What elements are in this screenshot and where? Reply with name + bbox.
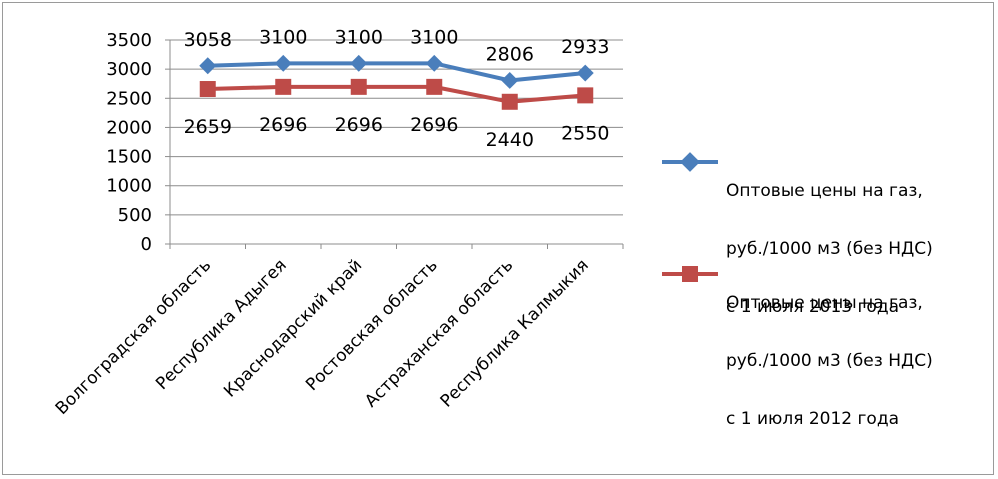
y-tick-label: 0 [141,234,152,255]
x-tick-label: Астраханская область [361,255,517,411]
data-label: 2659 [184,116,232,138]
legend-label-line3: с 1 июля 2012 года [726,409,899,429]
x-tick-label: Волгоградская область [52,255,216,419]
data-point-square [275,78,292,95]
y-tick-label: 500 [118,205,152,226]
data-point-diamond [576,64,594,82]
data-label: 3100 [335,26,383,48]
legend-swatch-2012 [662,266,718,282]
legend-label-line2: руб./1000 м3 (без НДС) [726,351,933,371]
data-label: 3100 [259,26,307,48]
data-label: 2696 [335,114,383,136]
y-tick-label: 3500 [106,30,152,51]
x-tick-label: Республика Калмыкия [437,255,593,411]
y-tick-label: 1000 [106,176,152,197]
y-tick-label: 2000 [106,117,152,138]
data-label: 2550 [561,122,609,144]
gridlines [170,39,623,216]
series-lines [199,54,594,110]
data-point-square [199,81,216,98]
data-point-diamond [199,57,217,75]
x-tick-label: Республика Адыгея [152,255,291,394]
data-point-diamond [501,71,519,89]
series-line [207,61,586,83]
x-tick-label: Ростовская область [302,255,442,395]
data-label: 2696 [410,114,458,136]
data-point-square [350,78,367,95]
data-label: 2696 [259,114,307,136]
data-label: 2933 [561,36,609,58]
legend-swatch-2013 [662,152,718,172]
legend-label-line2: руб./1000 м3 (без НДС) [726,239,933,259]
data-label: 3100 [410,26,458,48]
data-point-square [577,87,594,104]
data-label: 2440 [486,129,534,151]
y-tick-label: 3000 [106,59,152,80]
series-line [207,84,586,104]
y-tick-label: 2500 [106,88,152,109]
data-point-square [426,78,443,95]
legend-label-line1: Оптовые цены на газ, [726,293,923,313]
x-tick-label: Краснодарский край [220,255,366,401]
legend-label-line3: с 1 июля 2013 года [726,297,899,317]
data-label: 3058 [184,29,232,51]
legend-label-line1: Оптовые цены на газ, [726,181,923,201]
data-point-square [501,93,518,110]
data-labels: 3058 3100 3100 3100 2806 2933 2659 2696 2696 2696… [184,26,610,150]
y-tick-label: 1500 [106,147,152,168]
data-label: 2806 [486,43,534,65]
